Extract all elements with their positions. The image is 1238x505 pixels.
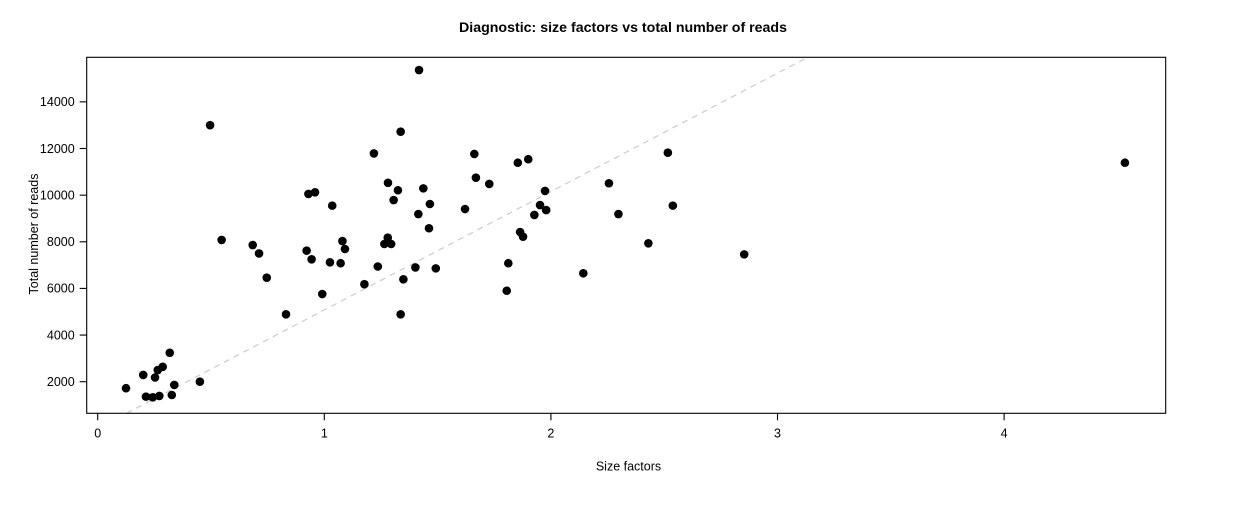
data-point <box>1120 158 1130 168</box>
data-point <box>411 263 420 272</box>
y-tick-label: 4000 <box>47 328 75 342</box>
chart-title: Diagnostic: size factors vs total number… <box>459 20 787 36</box>
data-point <box>502 286 512 296</box>
data-point <box>138 370 148 380</box>
data-point <box>340 244 350 254</box>
data-point <box>248 240 257 250</box>
data-point <box>414 209 423 219</box>
data-point <box>484 179 494 189</box>
data-point <box>360 279 369 289</box>
data-point <box>307 254 316 264</box>
data-point <box>424 223 434 233</box>
data-point <box>195 377 205 387</box>
data-point <box>121 383 131 393</box>
data-point <box>317 289 327 299</box>
data-point <box>523 154 533 164</box>
data-point <box>302 246 311 255</box>
data-point <box>310 188 320 197</box>
x-tick-label: 0 <box>94 426 101 440</box>
data-point <box>262 273 272 282</box>
data-point <box>325 258 335 267</box>
data-point <box>530 210 539 220</box>
plot-box <box>86 56 1167 414</box>
data-point <box>579 268 588 278</box>
y-tick-label: 12000 <box>40 142 75 156</box>
y-tick-label: 14000 <box>40 95 75 109</box>
y-tick-label: 6000 <box>47 282 75 296</box>
data-point <box>336 258 345 268</box>
data-point <box>471 173 481 182</box>
data-point <box>419 184 428 193</box>
data-point <box>150 373 160 382</box>
data-point <box>431 264 441 273</box>
data-point <box>396 310 405 319</box>
data-point <box>393 185 403 195</box>
data-point <box>644 238 653 248</box>
data-point <box>148 393 158 402</box>
data-point <box>541 205 551 215</box>
data-point <box>614 209 623 219</box>
data-point <box>604 178 614 188</box>
x-tick-label: 1 <box>321 426 328 440</box>
y-tick-label: 2000 <box>47 375 75 389</box>
data-point <box>504 258 513 268</box>
data-point <box>389 195 398 205</box>
x-tick-label: 4 <box>1001 426 1008 440</box>
data-point <box>386 239 396 249</box>
x-tick-label: 2 <box>547 426 554 440</box>
data-point <box>158 362 168 372</box>
data-point <box>217 235 226 245</box>
data-point <box>383 233 393 243</box>
x-axis-label: Size factors <box>596 460 661 474</box>
data-point <box>414 65 424 75</box>
data-point <box>425 199 435 209</box>
data-point <box>304 189 313 199</box>
data-point <box>513 158 523 168</box>
data-point <box>535 200 545 210</box>
data-point <box>155 391 164 401</box>
x-tick-label: 3 <box>774 426 781 440</box>
data-point <box>668 201 678 210</box>
data-point <box>327 201 337 210</box>
y-tick-label: 10000 <box>40 188 75 202</box>
data-point <box>663 148 673 158</box>
data-point <box>254 249 264 258</box>
data-point <box>460 204 470 214</box>
data-point <box>380 239 389 249</box>
data-point <box>518 232 528 241</box>
data-point <box>396 127 405 137</box>
data-point <box>338 236 347 246</box>
data-point <box>281 310 291 319</box>
data-point <box>165 348 175 358</box>
data-point <box>399 275 408 284</box>
data-point <box>739 250 749 259</box>
data-point <box>205 120 215 130</box>
data-point <box>373 262 383 271</box>
data-point <box>169 380 179 390</box>
y-tick-label: 8000 <box>47 235 75 249</box>
data-point <box>470 149 479 159</box>
reference-line <box>126 56 809 414</box>
plot-area: 0 1 2 3 4 2000 4000 6000 8000 10000 12000 14000 <box>40 56 1167 440</box>
data-point <box>369 149 379 158</box>
data-point <box>167 390 177 400</box>
data-point <box>141 392 151 401</box>
y-axis-label: Total number of reads <box>27 174 41 295</box>
data-point <box>383 178 393 188</box>
data-point <box>540 186 550 196</box>
